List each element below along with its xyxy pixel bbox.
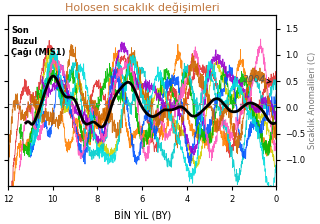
Y-axis label: Sıcaklık Anomalileri (C): Sıcaklık Anomalileri (C) — [308, 52, 317, 149]
X-axis label: BİN YİL (BY): BİN YİL (BY) — [114, 210, 171, 221]
Title: Holosen sıcaklık değişimleri: Holosen sıcaklık değişimleri — [65, 3, 220, 13]
Text: Son
Buzul
Çağı (MIS1): Son Buzul Çağı (MIS1) — [12, 26, 66, 57]
Text: 2004: 2004 — [243, 75, 271, 84]
